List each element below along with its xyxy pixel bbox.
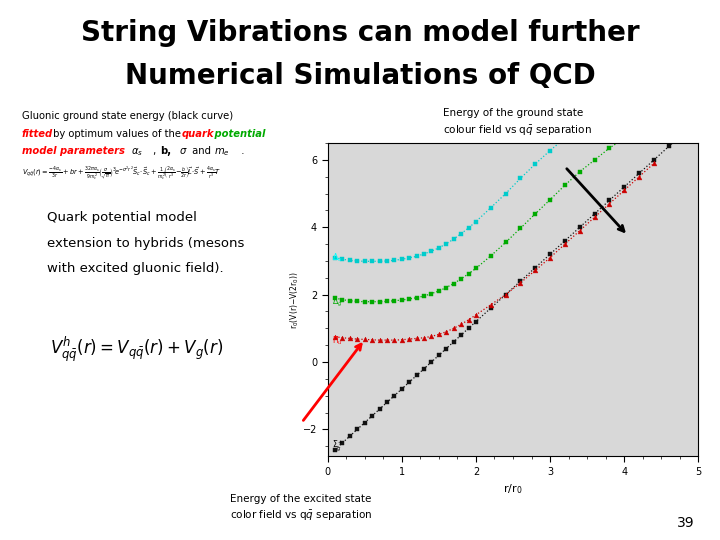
Text: $V_{q\bar{q}}^{h}(r) = V_{q\bar{q}}(r) + V_g(r)$: $V_{q\bar{q}}^{h}(r) = V_{q\bar{q}}(r) +… bbox=[50, 335, 224, 364]
Text: fitted: fitted bbox=[22, 129, 53, 139]
Text: $\Delta_g$: $\Delta_g$ bbox=[332, 295, 343, 308]
Text: Energy of the ground state: Energy of the ground state bbox=[443, 108, 583, 118]
Text: Energy of the excited state: Energy of the excited state bbox=[230, 494, 372, 504]
X-axis label: r/r$_0$: r/r$_0$ bbox=[503, 482, 523, 496]
Text: $\Delta_u$: $\Delta_u$ bbox=[332, 252, 343, 265]
Text: model parameters: model parameters bbox=[22, 146, 125, 157]
Text: potential: potential bbox=[211, 129, 266, 139]
Text: by optimum values of the: by optimum values of the bbox=[50, 129, 184, 139]
Text: $m_e$: $m_e$ bbox=[214, 146, 230, 158]
Y-axis label: r$_0$(V(r)$-$V(2r$_0$)): r$_0$(V(r)$-$V(2r$_0$)) bbox=[289, 271, 302, 328]
Text: Quark potential model: Quark potential model bbox=[47, 211, 197, 224]
Text: $\Sigma^+_g$: $\Sigma^+_g$ bbox=[332, 438, 344, 454]
Text: .: . bbox=[235, 146, 244, 157]
Text: Numerical Simulations of QCD: Numerical Simulations of QCD bbox=[125, 62, 595, 90]
Text: Gluonic ground state energy (black curve): Gluonic ground state energy (black curve… bbox=[22, 111, 233, 121]
Text: quark: quark bbox=[181, 129, 214, 139]
Text: String Vibrations can model further: String Vibrations can model further bbox=[81, 19, 639, 47]
Text: $\alpha_s$: $\alpha_s$ bbox=[128, 146, 143, 158]
Text: b,: b, bbox=[161, 146, 171, 157]
Text: $\sigma$: $\sigma$ bbox=[176, 146, 187, 157]
Text: with excited gluonic field).: with excited gluonic field). bbox=[47, 262, 223, 275]
Text: and: and bbox=[189, 146, 214, 157]
Text: $\Pi_u$: $\Pi_u$ bbox=[332, 334, 343, 347]
Text: extension to hybrids (mesons: extension to hybrids (mesons bbox=[47, 237, 244, 249]
Text: $V_{q\bar{q}}(r) = \frac{-4\alpha_s}{3r} + br + \frac{32\pi\alpha_s}{9m_c^2}\lef: $V_{q\bar{q}}(r) = \frac{-4\alpha_s}{3r}… bbox=[22, 165, 221, 182]
Text: color field vs q$\bar{q}$ separation: color field vs q$\bar{q}$ separation bbox=[230, 509, 373, 523]
Text: colour field vs q$\bar{q}$ separation: colour field vs q$\bar{q}$ separation bbox=[443, 124, 592, 138]
Text: 39: 39 bbox=[678, 516, 695, 530]
Text: ,: , bbox=[150, 146, 159, 157]
